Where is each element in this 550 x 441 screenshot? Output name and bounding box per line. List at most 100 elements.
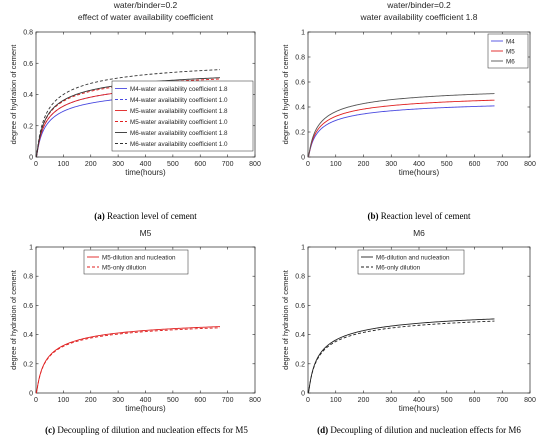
figure-caption: (c) Decoupling of dilution and nucleatio… xyxy=(45,425,248,435)
y-tick-label: 0.8 xyxy=(23,30,33,37)
y-tick-label: 1 xyxy=(29,245,33,252)
x-tick-label: 300 xyxy=(385,161,397,168)
y-tick-label: 0.2 xyxy=(23,123,33,130)
x-tick-label: 0 xyxy=(306,161,310,168)
x-tick-label: 100 xyxy=(58,397,70,404)
x-tick-label: 200 xyxy=(85,397,97,404)
legend-entry: M6-only dilution xyxy=(376,264,421,271)
legend-entry: M4-water availability coefficient 1.8 xyxy=(130,86,228,93)
x-tick-label: 400 xyxy=(140,161,152,168)
caption-text: Reaction level of cement xyxy=(379,211,471,221)
legend: M6-dilution and nucleation M6-only diluti… xyxy=(357,249,465,275)
y-tick-label: 0.2 xyxy=(295,130,305,137)
series-line-m6-water-availability-coefficient-1-0 xyxy=(35,69,220,158)
y-tick-label: 0.4 xyxy=(23,332,33,339)
figure-caption: (a) Reaction level of cement xyxy=(94,211,197,221)
y-tick-label: 0.4 xyxy=(23,92,33,99)
x-tick-label: 200 xyxy=(358,397,370,404)
caption-text: Decoupling of dilution and nucleation ef… xyxy=(55,425,248,435)
legend-entry: M6-dilution and nucleation xyxy=(376,254,450,261)
x-tick-label: 200 xyxy=(358,161,370,168)
legend-box xyxy=(111,80,254,152)
y-tick-label: 0.2 xyxy=(295,361,305,368)
x-tick-label: 700 xyxy=(496,161,508,168)
x-tick-label: 300 xyxy=(112,397,124,404)
x-axis-label: time(hours) xyxy=(125,168,166,177)
caption-text: Reaction level of cement xyxy=(105,211,197,221)
panel-a: water/binder=0.2 effect of water availabi… xyxy=(9,0,261,221)
x-tick-label: 800 xyxy=(524,397,536,404)
x-tick-label: 100 xyxy=(58,161,70,168)
x-tick-label: 600 xyxy=(469,397,481,404)
x-axis-label: time(hours) xyxy=(399,404,440,413)
caption-text: Decoupling of dilution and nucleation ef… xyxy=(328,425,521,435)
y-tick-label: 0.4 xyxy=(295,332,305,339)
caption-letter: (b) xyxy=(368,211,379,221)
x-tick-label: 500 xyxy=(167,161,179,168)
y-axis-label: degree of hydration of cement xyxy=(281,44,290,145)
y-tick-label: 1 xyxy=(301,245,305,252)
legend-entry: M5-water availability coefficient 1.0 xyxy=(130,119,228,126)
caption-letter: (c) xyxy=(45,425,55,435)
panel-d: M6 0 100 200 300 400 500 600 700 800 0 0.2 0.4 0.6 0.8… xyxy=(281,228,536,435)
chart-title-line: water availability coefficient 1.8 xyxy=(359,12,477,22)
legend-entry: M5-only dilution xyxy=(102,264,147,271)
x-tick-label: 600 xyxy=(469,161,481,168)
chart-title-line: M5 xyxy=(140,228,152,238)
legend-entry: M4 xyxy=(506,38,515,45)
chart-title-line: water/binder=0.2 xyxy=(386,0,451,10)
y-tick-label: 0.2 xyxy=(23,361,33,368)
y-tick-label: 0.6 xyxy=(23,303,33,310)
y-tick-label: 0.6 xyxy=(295,303,305,310)
x-tick-label: 700 xyxy=(496,397,508,404)
x-tick-label: 400 xyxy=(413,397,425,404)
y-axis-label: degree of hydration of cement xyxy=(281,269,290,370)
x-tick-label: 700 xyxy=(222,161,234,168)
y-tick-label: 0.6 xyxy=(295,80,305,87)
y-tick-label: 0 xyxy=(301,391,305,398)
legend-entry: M6-water availability coefficient 1.8 xyxy=(130,130,228,137)
x-tick-label: 300 xyxy=(112,161,124,168)
x-tick-label: 400 xyxy=(413,161,425,168)
panel-c: M5 0 100 200 300 400 500 600 700 800 0 0.2 0.4 0.6 0.8… xyxy=(9,228,261,435)
y-tick-label: 0.8 xyxy=(23,274,33,281)
figure-caption: (d) Decoupling of dilution and nucleatio… xyxy=(317,425,521,435)
y-tick-label: 0.8 xyxy=(295,274,305,281)
caption-letter: (a) xyxy=(94,211,105,221)
y-tick-label: 0 xyxy=(29,391,33,398)
legend-entry: M5-dilution and nucleation xyxy=(102,254,176,261)
x-tick-label: 500 xyxy=(167,397,179,404)
y-axis-label: degree of hydration of cement xyxy=(9,44,18,145)
x-tick-label: 0 xyxy=(306,397,310,404)
x-axis-label: time(hours) xyxy=(125,404,166,413)
legend-entry: M4-water availability coefficient 1.0 xyxy=(130,97,228,104)
x-tick-label: 800 xyxy=(249,161,261,168)
series-line-m6 xyxy=(307,93,495,158)
x-tick-label: 800 xyxy=(249,397,261,404)
y-tick-label: 0 xyxy=(29,155,33,162)
legend-entry: M6 xyxy=(506,58,515,65)
caption-letter: (d) xyxy=(317,425,328,435)
legend-box xyxy=(83,249,189,275)
y-tick-label: 0.8 xyxy=(295,55,305,62)
x-tick-label: 100 xyxy=(330,397,342,404)
chart-title-line: M6 xyxy=(413,228,425,238)
chart-title-line: effect of water availability coefficient xyxy=(78,12,214,22)
x-tick-label: 600 xyxy=(194,161,206,168)
x-tick-label: 500 xyxy=(441,397,453,404)
figure-caption: (b) Reaction level of cement xyxy=(368,211,471,221)
legend-entry: M5-water availability coefficient 1.8 xyxy=(130,108,228,115)
series-line-m5 xyxy=(307,99,495,158)
x-tick-label: 400 xyxy=(140,397,152,404)
series-line-m5-dilution-and-nucleation xyxy=(35,326,220,394)
y-tick-label: 0.6 xyxy=(23,61,33,68)
chart-title-line: water/binder=0.2 xyxy=(113,0,178,10)
legend-box xyxy=(357,249,465,275)
x-tick-label: 600 xyxy=(194,397,206,404)
x-tick-label: 500 xyxy=(441,161,453,168)
legend-entry: M6-water availability coefficient 1.0 xyxy=(130,141,228,148)
x-tick-label: 0 xyxy=(34,397,38,404)
x-axis-label: time(hours) xyxy=(399,168,440,177)
y-tick-label: 0 xyxy=(301,155,305,162)
